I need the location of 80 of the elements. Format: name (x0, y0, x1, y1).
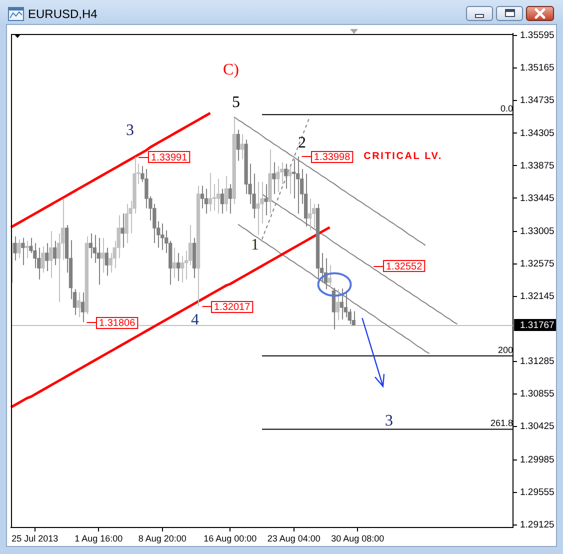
annotation: CRITICAL LV. (364, 151, 442, 162)
x-tick-label: 16 Aug 00:00 (204, 533, 257, 544)
x-tick-label: 25 Jul 2013 (12, 533, 58, 544)
y-tick-label: 1.31285 (520, 356, 554, 368)
candlestick (236, 129, 240, 162)
text: 1.31806 (99, 318, 136, 329)
x-tick-label: 1 Aug 16:00 (74, 533, 123, 544)
candlestick (228, 184, 232, 214)
candlestick (21, 237, 25, 266)
chart-title: EURUSD,H4 (28, 7, 98, 21)
candlestick (76, 292, 81, 318)
candlestick (92, 234, 96, 264)
candlestick (45, 242, 49, 272)
candlestick (308, 198, 312, 231)
candlestick (52, 240, 57, 266)
candlestick (13, 236, 17, 262)
data-label: 1.32552 (386, 261, 423, 272)
text: 1.33991 (151, 152, 188, 164)
y-tick-label: 1.35595 (520, 30, 554, 42)
y-tick-label: 1.29555 (520, 486, 554, 498)
annotation: 2 (298, 134, 306, 152)
series-label: 0.0 (500, 104, 513, 114)
candlestick (344, 292, 348, 318)
candlestick (37, 247, 41, 280)
y-tick-label: 1.33875 (520, 160, 554, 172)
candlestick (328, 264, 332, 288)
candlestick (49, 230, 53, 278)
candlestick (208, 172, 212, 212)
annotation: C) (222, 61, 239, 78)
candlestick (124, 203, 128, 244)
candlestick (100, 237, 104, 274)
legend-label: 261.8 (490, 418, 513, 428)
candlestick (340, 288, 344, 320)
candlestick (25, 240, 29, 259)
text: 1.32017 (214, 302, 250, 313)
candlestick (256, 181, 260, 236)
y-tick-label: 1.29125 (520, 519, 554, 530)
annotation: 4 (190, 312, 199, 329)
annotation: 5 (232, 94, 240, 111)
candlestick (220, 188, 224, 214)
y-tick-label: 1.30425 (520, 421, 554, 432)
annotation: 1 (251, 236, 260, 254)
candlestick (272, 162, 276, 195)
annotation: 3 (385, 412, 394, 430)
candlestick (180, 256, 184, 283)
candlestick (17, 238, 21, 259)
x-tick-label: 23 Aug 04:00 (267, 533, 320, 544)
candlestick (96, 237, 100, 286)
y-tick-label: 1.34305 (520, 128, 554, 139)
y-tick-label: 1.32145 (520, 291, 554, 302)
x-tick-label: 8 Aug 20:00 (138, 533, 186, 544)
candlestick (240, 134, 244, 160)
candlestick (176, 252, 180, 282)
candlestick (216, 178, 220, 214)
y-tick-label: 1.30855 (520, 388, 554, 400)
candlestick (120, 213, 124, 248)
y-tick-label: 1.35165 (520, 62, 554, 74)
ref-line-label: 1.31767 (520, 320, 554, 332)
candlestick (104, 247, 108, 276)
candlestick (80, 292, 85, 323)
y-tick-label: 1.33445 (520, 192, 554, 204)
y-tick-label: 1.33005 (520, 226, 554, 238)
candlestick (204, 188, 208, 214)
candlestick (336, 288, 340, 321)
candlestick (352, 310, 356, 326)
candlestick (200, 185, 204, 209)
series-label: 200 (498, 344, 513, 355)
candlestick (160, 223, 164, 250)
candlestick (172, 247, 176, 278)
text: 1.33998 (314, 152, 350, 164)
y-tick-label: 1.29985 (520, 454, 554, 466)
y-tick-label: 1.32575 (520, 258, 554, 270)
candlestick (276, 166, 280, 192)
candlestick (224, 175, 228, 212)
x-tick-label: 30 Aug 08:00 (331, 533, 384, 544)
candlestick (284, 163, 288, 190)
y-tick-label: 1.34735 (520, 95, 554, 106)
candlestick (41, 246, 45, 274)
candlestick (88, 232, 93, 259)
annotation: 3 (126, 122, 134, 139)
